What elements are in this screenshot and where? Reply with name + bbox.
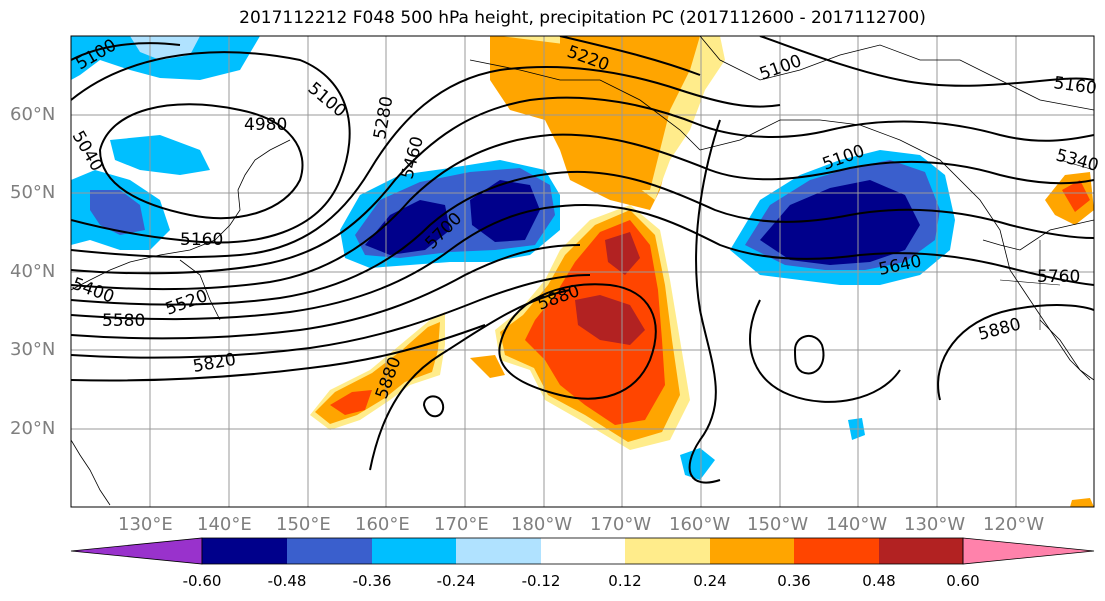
lon-label: 120°W xyxy=(983,514,1045,535)
colorbar-segment xyxy=(287,538,372,564)
lon-label: 170°E xyxy=(434,514,489,535)
lat-label: 50°N xyxy=(10,182,56,203)
colorbar-arrow-right xyxy=(962,537,1095,565)
colorbar xyxy=(70,537,1095,565)
precip-yellow-north xyxy=(500,36,725,200)
precip-orange-se xyxy=(1070,498,1094,507)
colorbar-segment xyxy=(625,538,710,564)
lon-label: 150°E xyxy=(276,514,331,535)
colorbar-segment xyxy=(202,538,287,564)
colorbar-outline xyxy=(201,537,964,565)
lon-label: 180°W xyxy=(511,514,573,535)
contour-label: 4980 xyxy=(244,115,287,135)
contour-label: 5160 xyxy=(180,230,223,250)
lat-label: 30°N xyxy=(10,339,56,360)
colorbar-segment xyxy=(541,538,625,564)
lat-label: 60°N xyxy=(10,104,56,125)
colorbar-tick-label: -0.24 xyxy=(436,572,476,590)
lat-label: 20°N xyxy=(10,418,56,439)
colorbar-tick-label: 0.48 xyxy=(862,572,896,590)
colorbar-tick-label: -0.12 xyxy=(521,572,561,590)
lon-label: 140°W xyxy=(826,514,888,535)
precip-orange-patch xyxy=(470,355,505,378)
lon-label: 170°W xyxy=(590,514,652,535)
colorbar-tick-label: -0.48 xyxy=(267,572,307,590)
colorbar-tick-label: 0.60 xyxy=(946,572,980,590)
lon-label: 130°W xyxy=(904,514,966,535)
colorbar-segment xyxy=(372,538,456,564)
colorbar-tick-label: 0.36 xyxy=(777,572,811,590)
precip-navy-east xyxy=(760,180,920,265)
contour-label: 5580 xyxy=(102,311,145,331)
precip-blue-nw xyxy=(110,135,210,175)
colorbar-arrow-left xyxy=(70,537,203,565)
colorbar-segment xyxy=(456,538,541,564)
graticule xyxy=(71,36,1094,507)
land-outline xyxy=(999,159,1094,330)
colorbar-segment xyxy=(794,538,879,564)
colorbar-tick-label: 0.12 xyxy=(608,572,642,590)
lon-label: 130°E xyxy=(118,514,173,535)
coastlines xyxy=(71,36,1094,506)
precip-mid-blue-west xyxy=(90,190,145,235)
lat-label: 40°N xyxy=(10,261,56,282)
lon-label: 150°W xyxy=(747,514,809,535)
colorbar-tick-label: -0.36 xyxy=(352,572,392,590)
precip-orange-north2 xyxy=(560,36,700,190)
contour-label: 5760 xyxy=(1037,267,1080,287)
chart-title: 2017112212 F048 500 hPa height, precipit… xyxy=(239,8,926,28)
precip-darkred-central2 xyxy=(575,295,645,345)
lon-label: 160°W xyxy=(669,514,731,535)
lon-label: 160°E xyxy=(355,514,410,535)
precip-redorange-east xyxy=(1062,180,1090,212)
precip-redorange-sw xyxy=(330,390,372,415)
precip-blue-south1 xyxy=(680,448,715,480)
lon-label: 140°E xyxy=(197,514,252,535)
colorbar-tick-label: 0.24 xyxy=(693,572,727,590)
precip-shading xyxy=(71,36,1094,507)
height-contours xyxy=(71,36,1094,484)
colorbar-tick-label: -0.60 xyxy=(182,572,222,590)
colorbar-segment xyxy=(710,538,794,564)
map-frame xyxy=(70,35,1095,508)
colorbar-segment xyxy=(879,538,963,564)
